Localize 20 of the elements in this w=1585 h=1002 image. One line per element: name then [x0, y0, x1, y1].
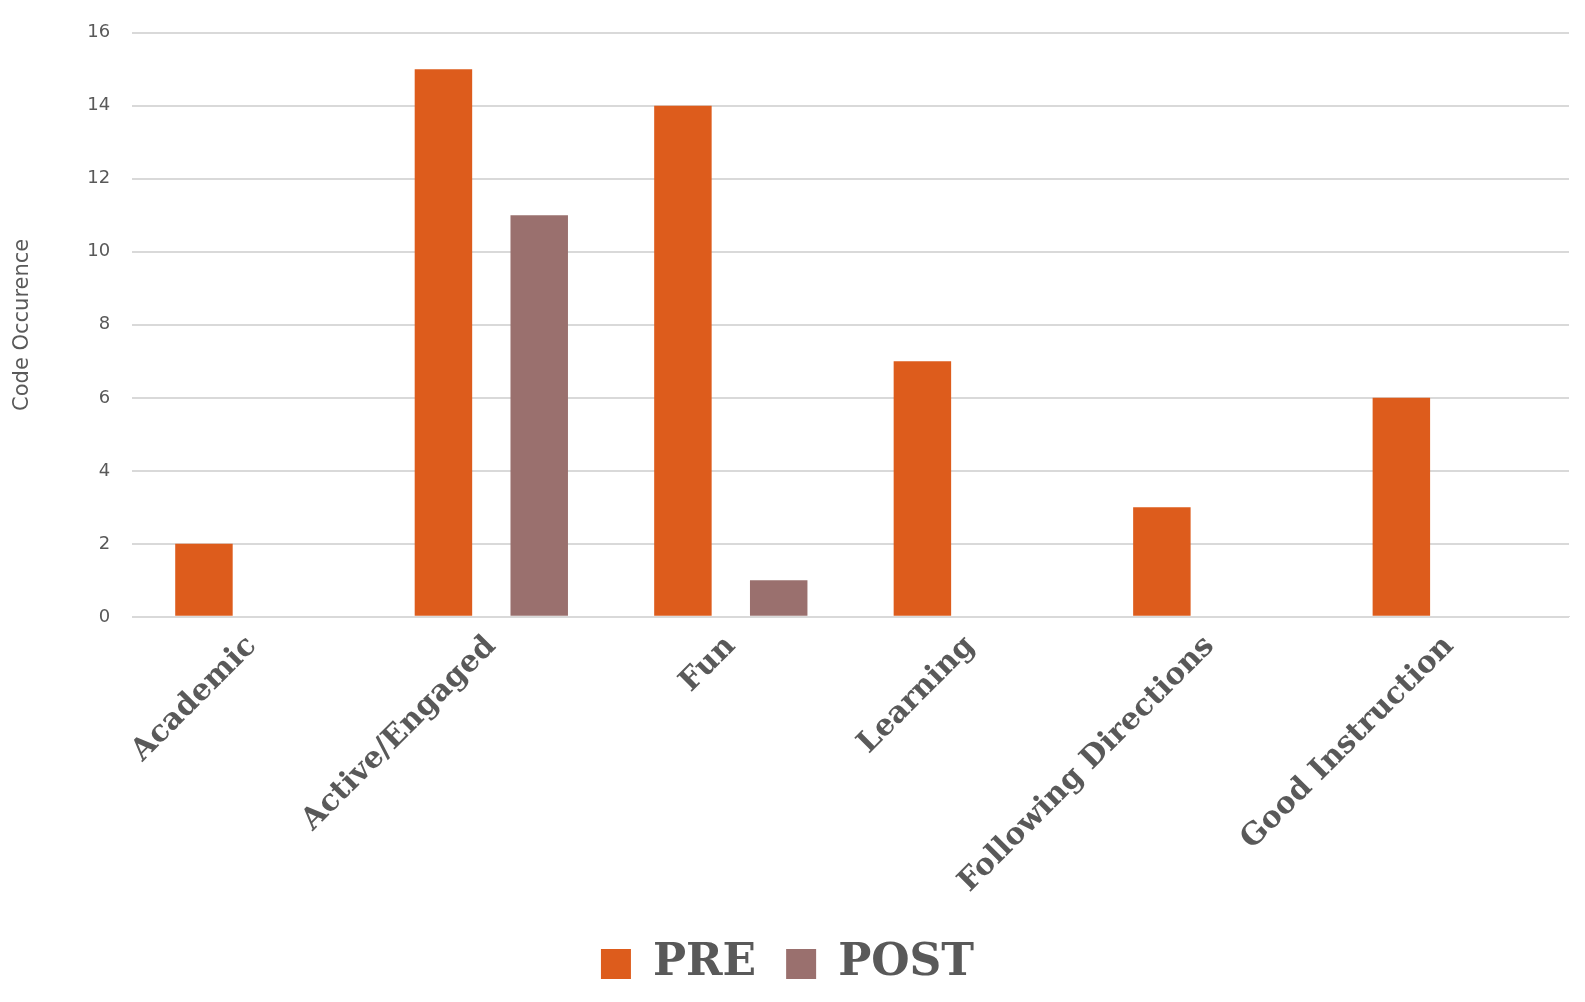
legend-label: PRE — [652, 934, 757, 986]
y-axis-title: Code Occurence — [9, 238, 34, 411]
bar — [1133, 507, 1191, 616]
bar — [893, 361, 952, 616]
y-tick-label: 2 — [98, 531, 111, 553]
y-tick-label: 14 — [87, 93, 111, 115]
y-tick-label: 12 — [87, 166, 111, 188]
y-tick-label: 0 — [98, 604, 111, 626]
bar — [510, 215, 568, 616]
y-tick-label: 8 — [98, 312, 111, 334]
y-tick-label: 4 — [98, 458, 111, 480]
y-tick-label: 6 — [98, 385, 111, 407]
y-tick-label: 16 — [87, 20, 111, 42]
bar — [749, 580, 808, 616]
legend-label: POST — [838, 934, 975, 986]
y-tick-label: 10 — [87, 239, 111, 261]
bar — [414, 69, 473, 616]
bar — [175, 543, 233, 616]
bar — [1372, 397, 1431, 616]
bar — [654, 105, 712, 616]
